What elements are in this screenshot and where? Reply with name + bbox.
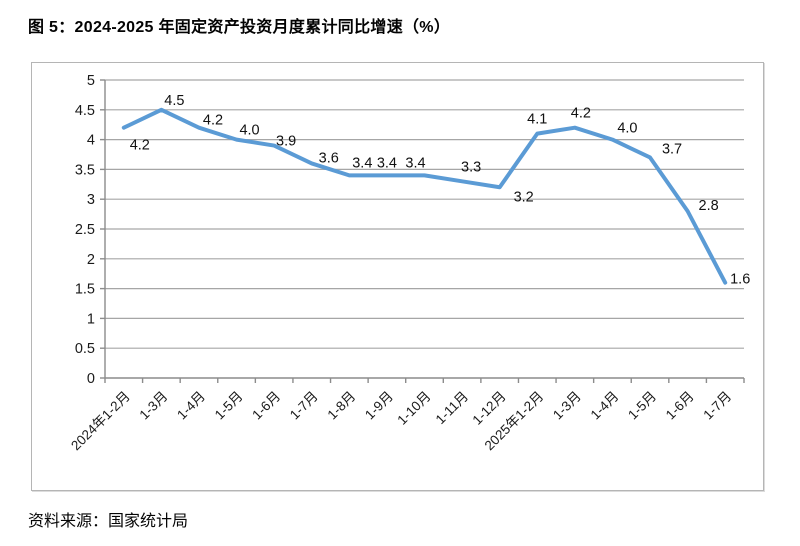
x-category-label: 1-4月 — [588, 389, 622, 423]
data-point-label: 3.4 — [377, 155, 397, 171]
y-tick-label: 4 — [87, 133, 95, 149]
y-tick-label: 4.5 — [75, 103, 95, 119]
data-point-label: 4.0 — [239, 123, 259, 139]
x-category-label: 1-5月 — [625, 389, 659, 423]
data-point-label: 4.5 — [164, 93, 184, 109]
y-tick-label: 3.5 — [75, 162, 95, 178]
data-point-label: 3.6 — [319, 150, 339, 166]
x-category-label: 1-7月 — [700, 389, 734, 423]
source-note: 资料来源：国家统计局 — [28, 513, 189, 530]
data-point-label: 3.3 — [461, 159, 481, 175]
data-point-label: 2.8 — [699, 198, 719, 214]
data-point-label: 4.0 — [617, 121, 637, 137]
x-category-label: 1-9月 — [362, 389, 396, 423]
x-category-label: 2024年1-2月 — [68, 389, 133, 454]
data-point-label: 4.2 — [130, 138, 150, 154]
x-category-label: 1-4月 — [174, 389, 208, 423]
x-category-label: 1-8月 — [324, 389, 358, 423]
y-tick-label: 0.5 — [75, 341, 95, 357]
x-category-label: 1-11月 — [433, 389, 472, 428]
chart-frame: 0 0.5 1 1.5 2 2.5 3 3.5 4 4.5 5 2024年1-2月 1-3月 1-4月 1-… — [31, 62, 764, 491]
data-series-line — [121, 107, 728, 285]
x-category-label: 1-3月 — [550, 389, 584, 423]
data-point-label: 4.1 — [527, 112, 547, 128]
data-point-label: 4.2 — [203, 113, 223, 129]
y-tick-label: 2.5 — [75, 222, 95, 238]
x-category-label: 1-5月 — [212, 389, 246, 423]
x-category-label: 1-7月 — [287, 389, 321, 423]
y-tick-label: 1.5 — [75, 282, 95, 298]
data-point-label: 4.2 — [571, 106, 591, 122]
data-point-label: 1.6 — [730, 272, 750, 288]
x-category-label: 1-3月 — [137, 389, 171, 423]
data-point-label: 3.7 — [662, 141, 682, 157]
y-tick-label: 5 — [87, 73, 95, 89]
data-point-label: 3.4 — [405, 155, 425, 171]
data-point-label: 3.4 — [352, 155, 372, 171]
x-category-label: 1-10月 — [394, 389, 433, 428]
data-point-label: 3.9 — [276, 134, 296, 150]
y-tick-label: 1 — [87, 311, 95, 327]
x-category-label: 1-6月 — [663, 389, 697, 423]
y-tick-label: 3 — [87, 192, 95, 208]
data-point-label: 3.2 — [514, 189, 534, 205]
y-tick-label: 0 — [87, 371, 95, 387]
page-title: 图 5：2024-2025 年固定资产投资月度累计同比增速（%） — [28, 19, 451, 36]
x-category-label: 1-6月 — [249, 389, 283, 423]
y-tick-label: 2 — [87, 252, 95, 268]
